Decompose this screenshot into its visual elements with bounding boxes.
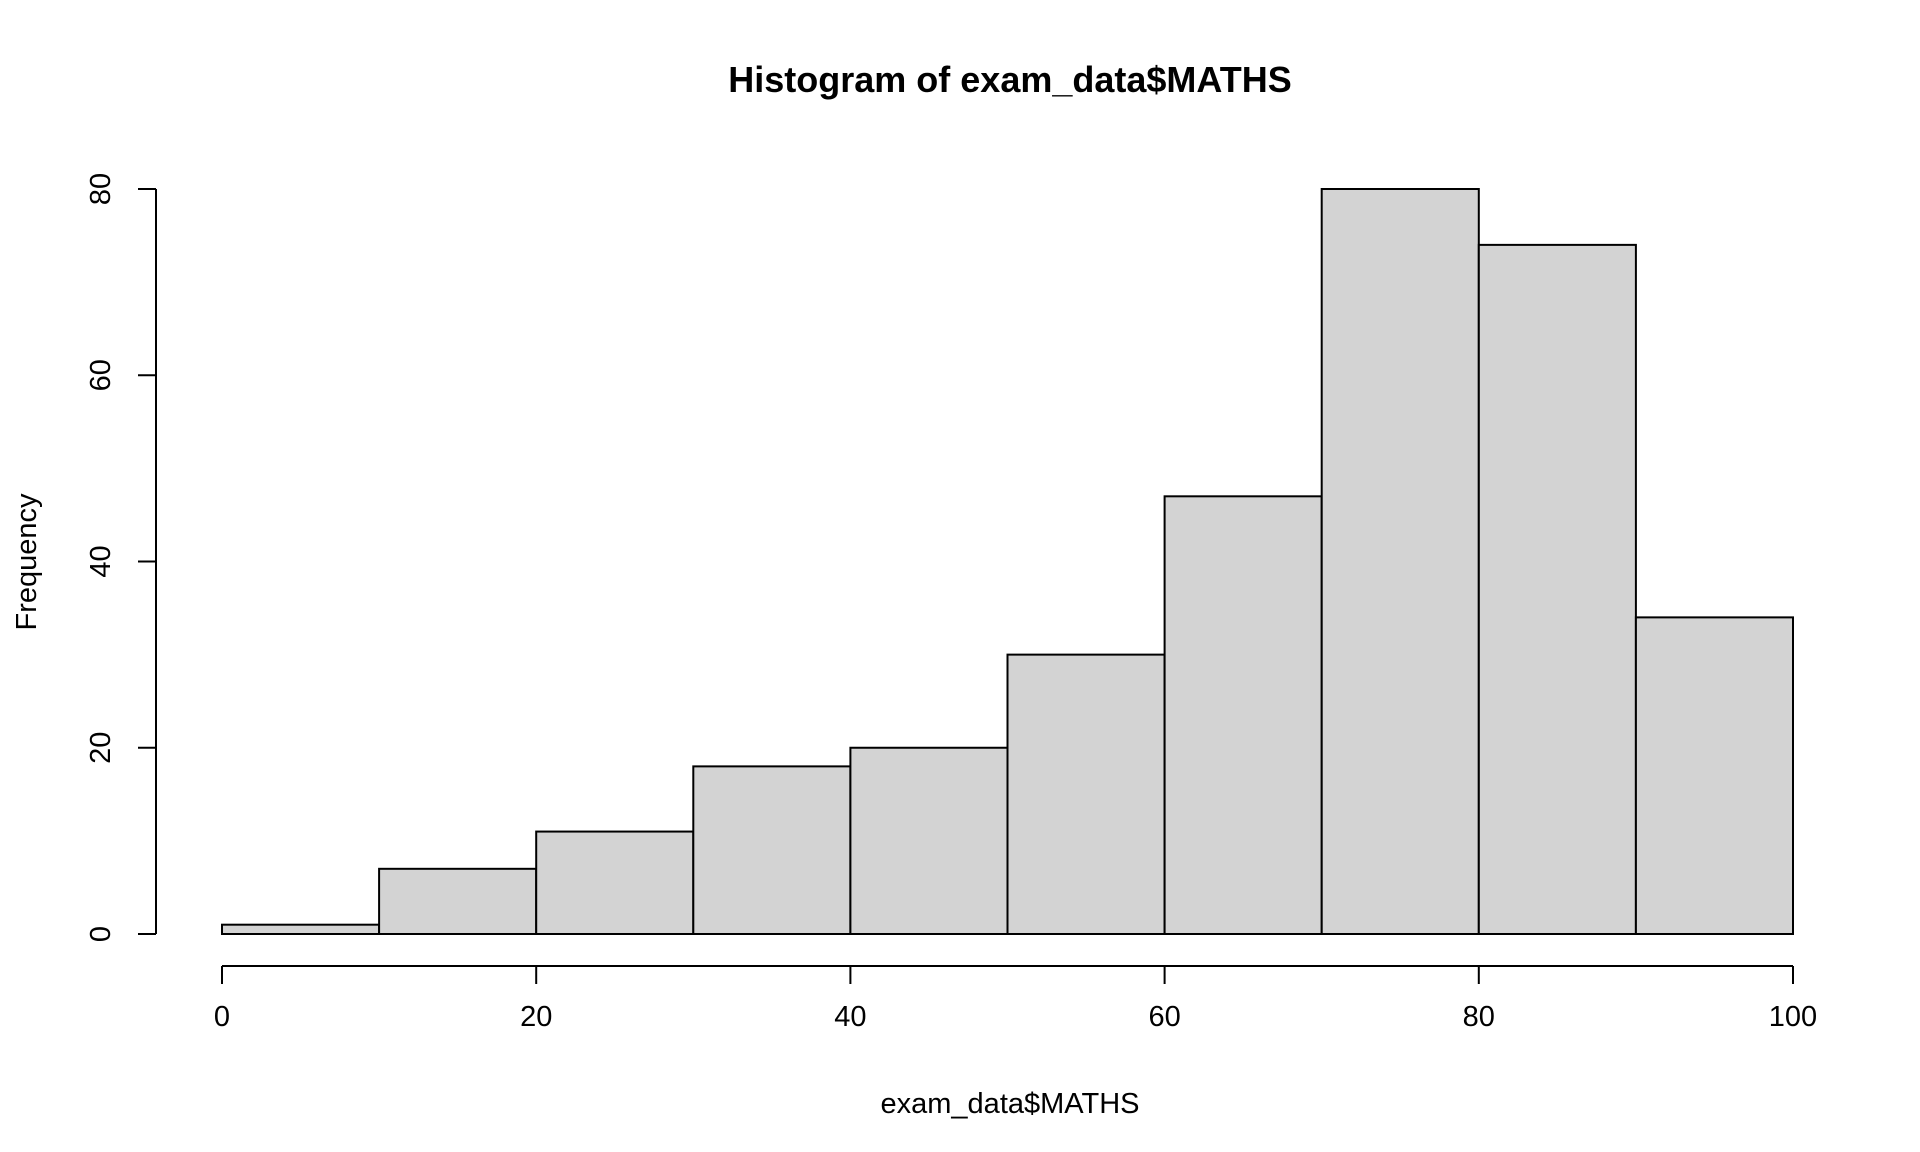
histogram-bar-0-10 — [221, 923, 381, 935]
x-tick-label: 100 — [1769, 1001, 1817, 1033]
x-axis: 0 20 40 60 80 100 — [214, 965, 1817, 1033]
bars-group — [221, 188, 1795, 935]
y-tick-label: 0 — [85, 926, 117, 942]
histogram-bar-70-80 — [1320, 188, 1480, 935]
x-tick-label: 80 — [1463, 1001, 1495, 1033]
x-tick-label: 60 — [1148, 1001, 1180, 1033]
y-tick-label: 20 — [85, 732, 117, 764]
y-tick-label: 40 — [85, 545, 117, 577]
x-tick-label: 40 — [834, 1001, 866, 1033]
y-axis: 0 20 40 60 80 — [85, 173, 157, 942]
x-ticks: 0 20 40 60 80 100 — [214, 966, 1817, 1033]
histogram-bar-90-100 — [1634, 616, 1795, 935]
y-tick-label: 80 — [85, 173, 117, 205]
y-ticks: 0 20 40 60 80 — [85, 173, 156, 942]
chart-title: Histogram of exam_data$MATHS — [728, 59, 1291, 100]
y-axis-label: Frequency — [11, 493, 43, 631]
y-tick-label: 60 — [85, 359, 117, 391]
histogram-bar-10-20 — [378, 867, 538, 935]
histogram-bar-50-60 — [1006, 653, 1166, 935]
x-tick-label: 0 — [214, 1001, 230, 1033]
x-axis-label: exam_data$MATHS — [881, 1088, 1140, 1120]
histogram-bar-20-30 — [535, 830, 695, 935]
x-tick-label: 20 — [520, 1001, 552, 1033]
histogram-bar-40-50 — [849, 746, 1009, 935]
histogram-bar-80-90 — [1477, 243, 1637, 935]
histogram-bar-60-70 — [1163, 495, 1323, 935]
histogram-bar-30-40 — [692, 765, 852, 935]
